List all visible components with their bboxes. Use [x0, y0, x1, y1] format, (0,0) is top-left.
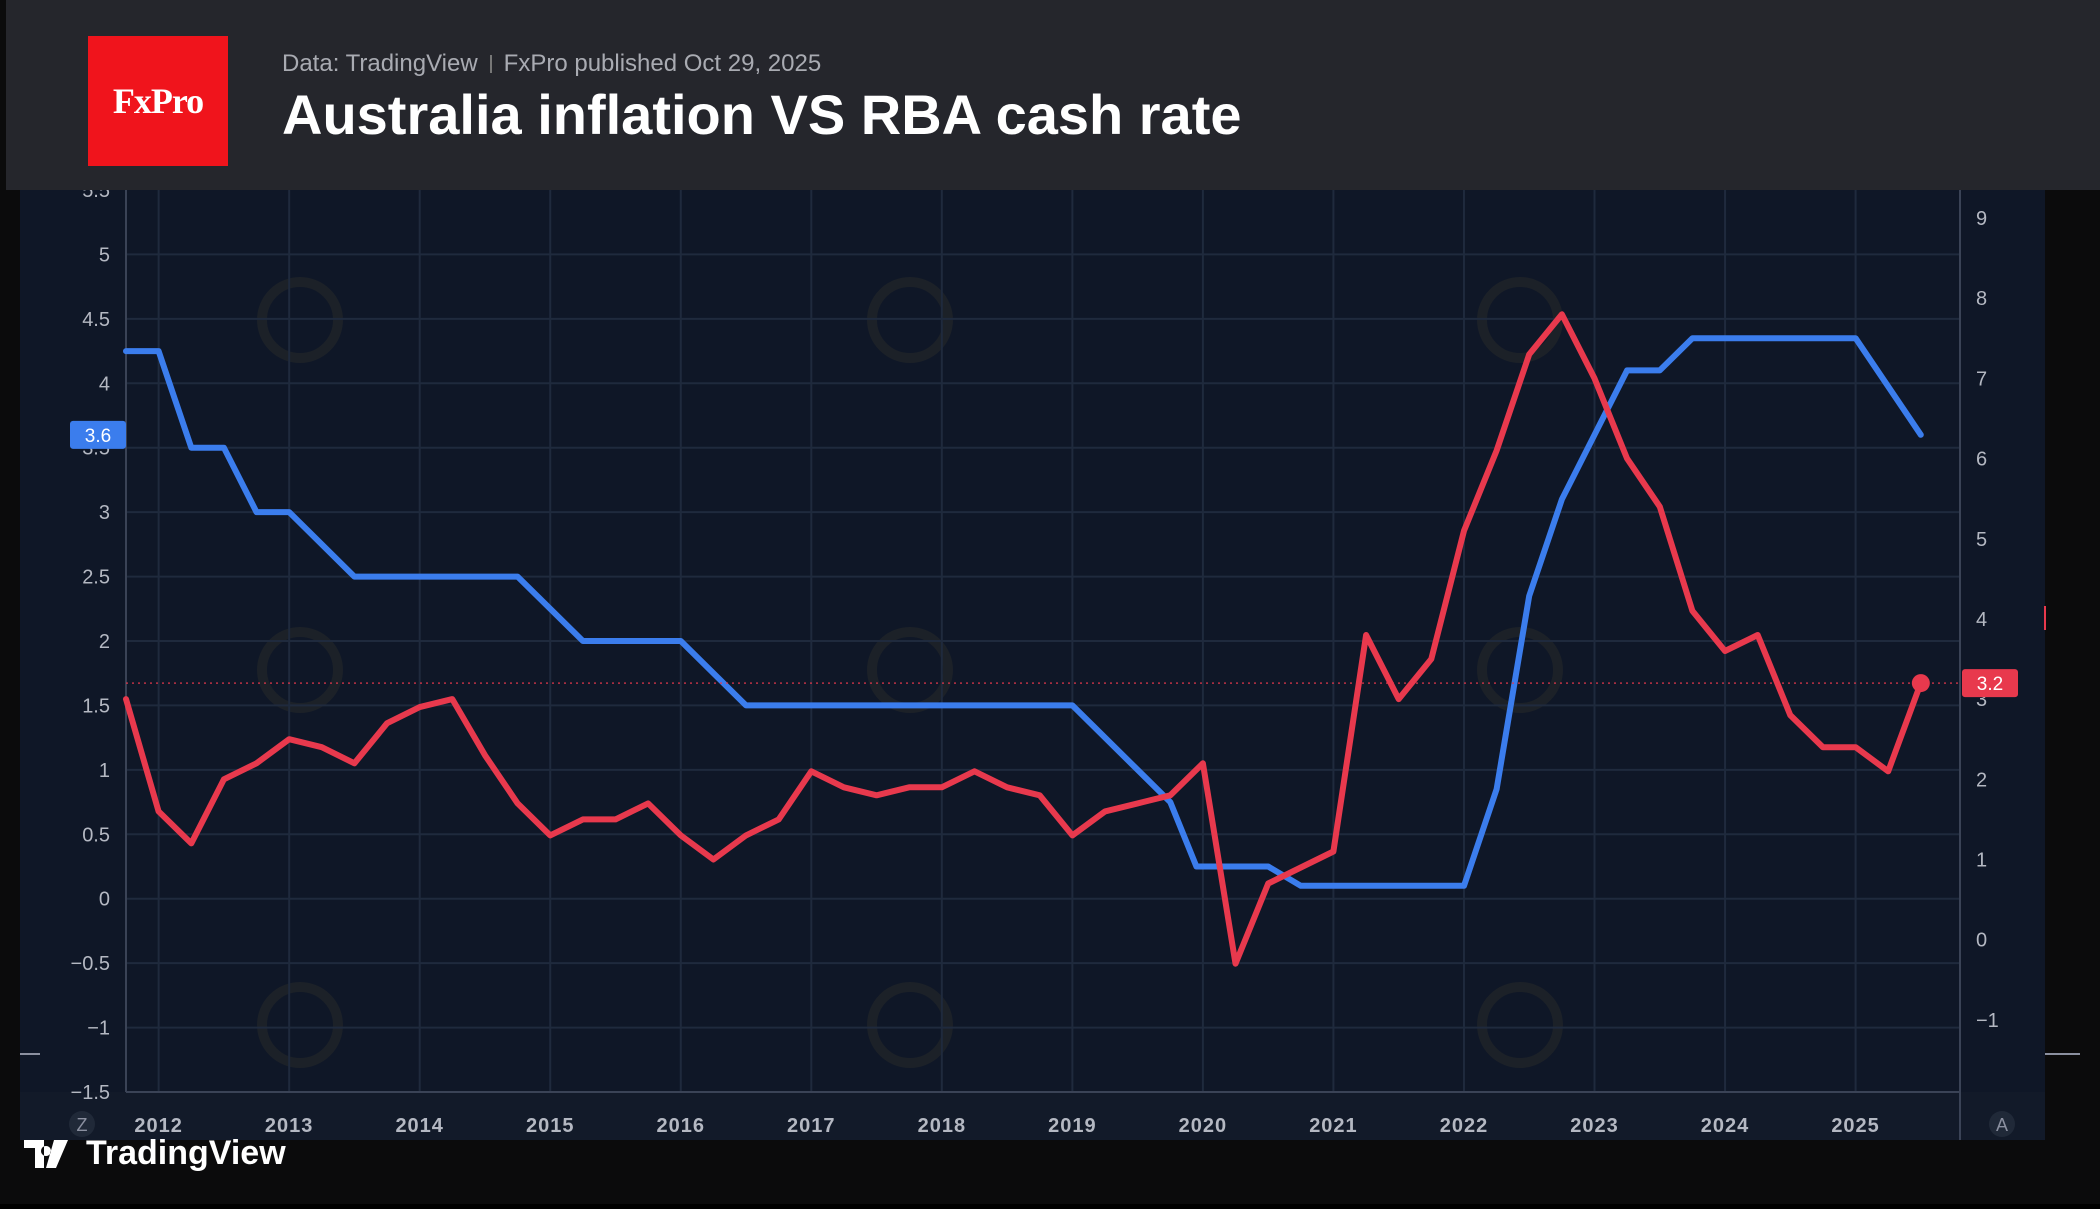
published-date: FxPro published Oct 29, 2025: [503, 50, 822, 77]
watermark-mark: [867, 982, 953, 1068]
watermark-mark: [867, 277, 953, 363]
x-tick-label: 2019: [1048, 1115, 1097, 1137]
corner-button-right[interactable]: A: [1989, 1111, 2015, 1137]
watermark-mark: [1477, 982, 1563, 1068]
left-tick-label: 2.5: [82, 567, 110, 589]
right-tick-label: 7: [1976, 368, 1987, 390]
tradingview-brand-text: TradingView: [86, 1134, 286, 1172]
x-tick-label: 2024: [1701, 1115, 1750, 1137]
data-source: Data: TradingView: [282, 50, 478, 77]
left-tick-label: 5: [99, 244, 110, 266]
left-tick-label: −0.5: [71, 953, 110, 975]
x-tick-label: 2015: [526, 1115, 575, 1137]
x-tick-label: 2025: [1831, 1115, 1880, 1137]
corner-right-label: A: [1996, 1115, 2008, 1135]
axes: 2012 2013 2014 2015 2016 2017 2018 2019 2020 2021…: [20, 180, 2080, 1140]
watermark-mark: [257, 982, 343, 1068]
x-tick-label: 2018: [918, 1115, 967, 1137]
chart-area: 2012 2013 2014 2015 2016 2017 2018 2019 2020 2021…: [0, 180, 2100, 1204]
left-tick-label: 1: [99, 760, 110, 782]
last-value-label-red: 3.2: [1977, 674, 2003, 695]
header: FxPro: [6, 0, 2100, 190]
right-tick-label: −1: [1976, 1010, 1999, 1032]
labels-group: 3.6 3.2: [70, 420, 2046, 698]
right-tick-label: 5: [1976, 529, 1987, 551]
last-value-badge-red: [1962, 669, 2018, 698]
watermark-mark: [1477, 627, 1563, 713]
chart-meta: Data: TradingView FxPro published Oct 29,…: [282, 50, 821, 78]
right-tick-label: 4: [1976, 609, 1987, 631]
left-tick-label: 2: [99, 631, 110, 653]
last-point-marker[interactable]: [1911, 674, 1930, 693]
x-tick-label: 2022: [1440, 1115, 1489, 1137]
last-value-label-blue: 3.6: [85, 426, 111, 447]
left-tick-label: 3: [99, 502, 110, 524]
corner-left-label: Z: [77, 1115, 88, 1135]
grid: [126, 190, 1960, 1092]
watermark-mark: [257, 627, 343, 713]
logo-text: FxPro: [112, 81, 204, 121]
right-tick-label: 2: [1976, 769, 1987, 791]
left-tick-label: 4: [99, 373, 110, 395]
line-chart[interactable]: 2012 2013 2014 2015 2016 2017 2018 2019 2020 2021…: [0, 180, 2100, 1204]
right-tick-label: 9: [1976, 208, 1987, 230]
left-tick-label: −1.5: [71, 1082, 110, 1104]
fxpro-logo: FxPro: [88, 36, 228, 166]
time-axis-bar: [20, 1092, 2045, 1140]
corner-button-left[interactable]: Z: [69, 1111, 95, 1137]
left-tick-label: 5.5: [82, 190, 110, 202]
right-tick-label: 6: [1976, 449, 1987, 471]
last-value-badge-blue: [70, 420, 126, 449]
x-tick-label: 2012: [134, 1115, 183, 1137]
left-tick-label: −1: [87, 1018, 110, 1040]
left-tick-label: 1.5: [82, 695, 110, 717]
x-tick-label: 2017: [787, 1115, 836, 1137]
left-tick-label: 0.5: [82, 824, 110, 846]
right-tick-label: 3: [1976, 689, 1987, 711]
plot-background: [20, 190, 2045, 1140]
x-tick-label: 2016: [657, 1115, 706, 1137]
right-tick-label: 0: [1976, 930, 1987, 952]
x-tick-label: 2021: [1309, 1115, 1358, 1137]
left-tick-label: 4.5: [82, 309, 110, 331]
x-tick-label: 2023: [1570, 1115, 1619, 1137]
series-line-2[interactable]: [123, 311, 1924, 967]
left-tick-label: 0: [99, 889, 110, 911]
x-tick-label: 2013: [265, 1115, 314, 1137]
meta-separator: [489, 55, 492, 73]
series-group: [123, 311, 1960, 967]
tradingview-logo-icon: [24, 1139, 68, 1168]
watermark-mark: [257, 277, 343, 363]
series-line-1[interactable]: [123, 335, 1924, 889]
x-tick-label: 2020: [1179, 1115, 1228, 1137]
x-tick-label: 2014: [395, 1115, 444, 1137]
tradingview-brand: TradingView: [24, 1134, 286, 1173]
page-title: Australia inflation VS RBA cash rate: [282, 83, 1242, 146]
right-tick-label: 1: [1976, 849, 1987, 871]
right-tick-label: 8: [1976, 288, 1987, 310]
